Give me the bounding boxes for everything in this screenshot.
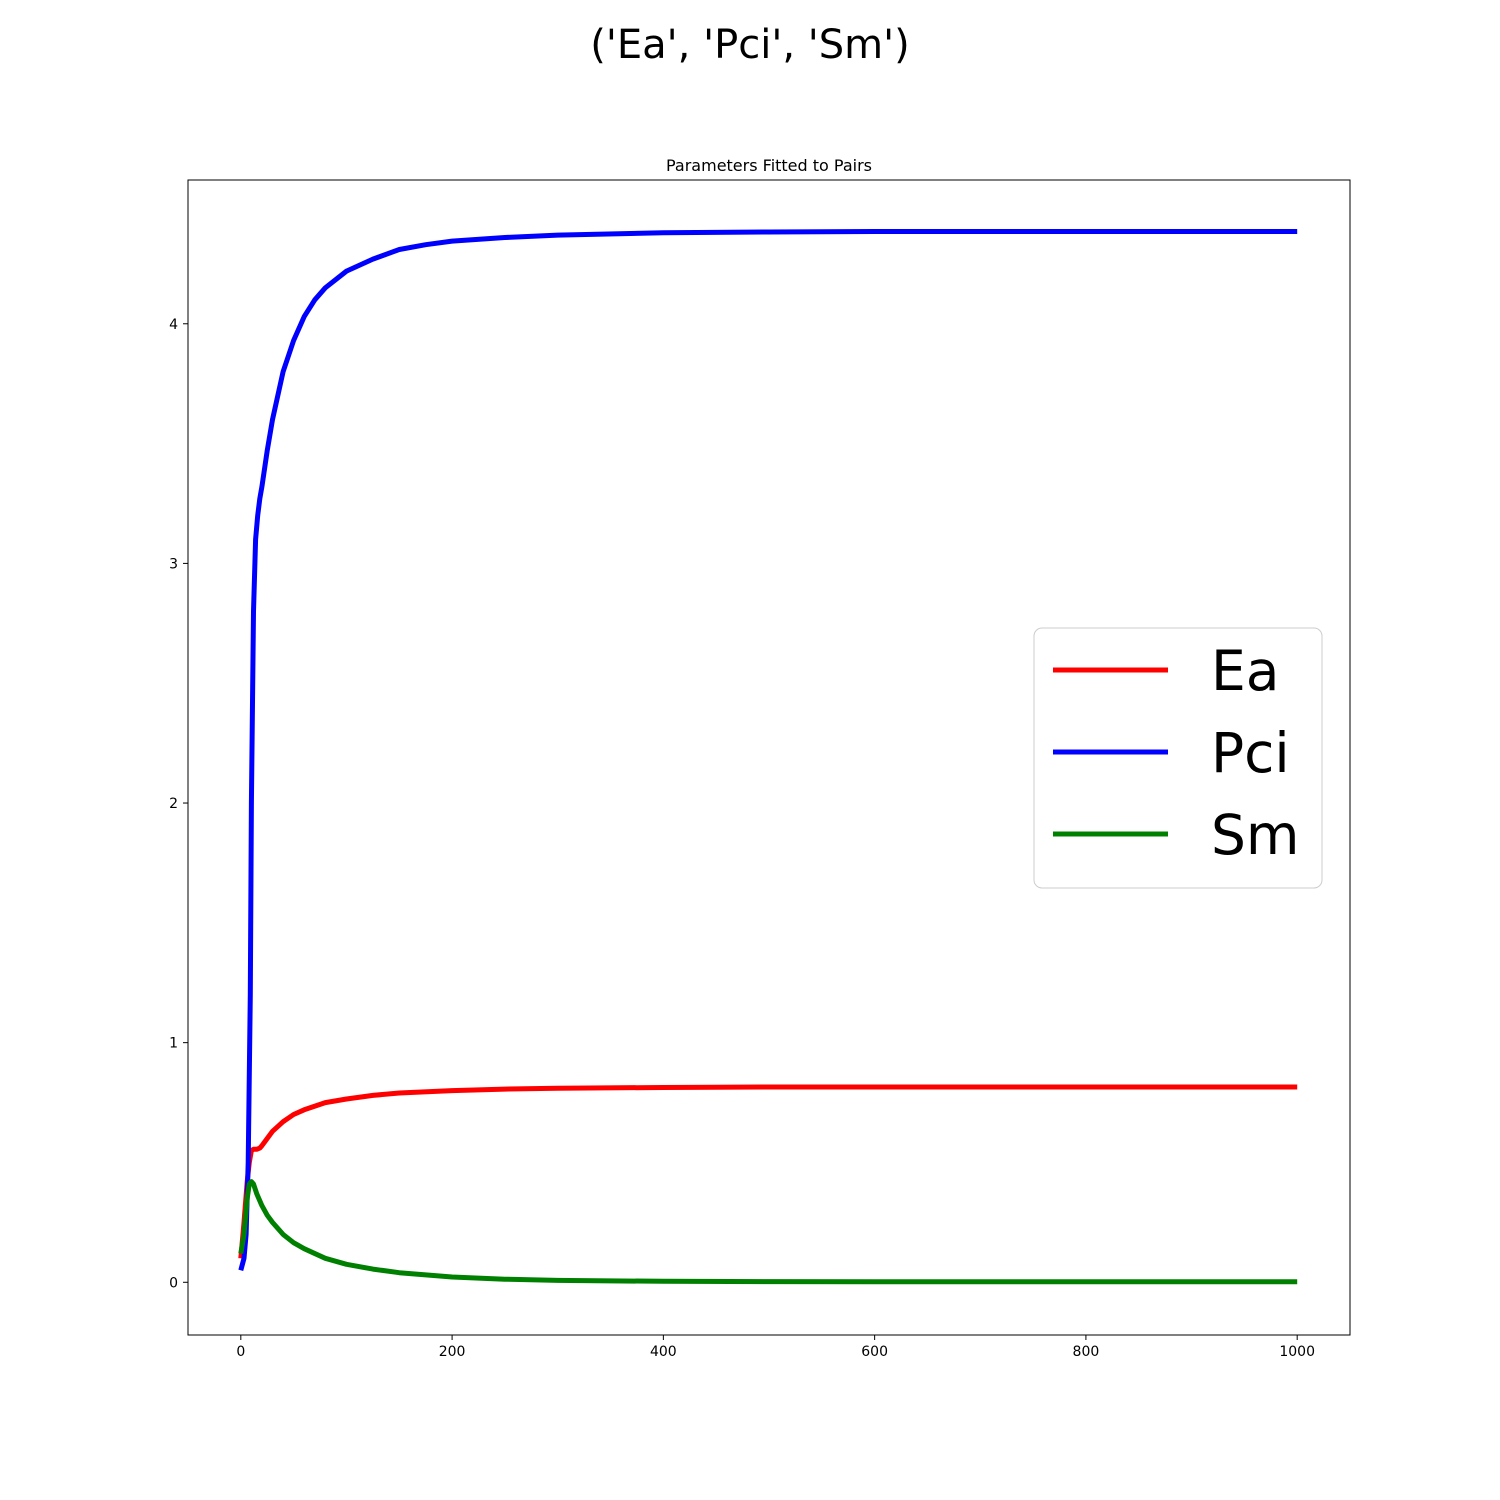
- y-tick-label: 1: [169, 1036, 178, 1052]
- figure-suptitle: ('Ea', 'Pci', 'Sm'): [590, 22, 910, 68]
- legend-label-pci: Pci: [1211, 721, 1290, 785]
- y-tick-label: 3: [169, 556, 178, 572]
- axes-title: Parameters Fitted to Pairs: [666, 156, 872, 175]
- x-tick-label: 400: [650, 1344, 677, 1360]
- legend: Ea Pci Sm: [1033, 627, 1323, 889]
- y-tick-label: 2: [169, 796, 178, 812]
- series-layer: [238, 229, 1298, 1285]
- plot-area: [187, 179, 1351, 1336]
- legend-label-sm: Sm: [1211, 803, 1300, 867]
- series-line-ea: [238, 1084, 1298, 1259]
- plot-frame: [187, 179, 1351, 1336]
- x-tick-label: 600: [861, 1344, 888, 1360]
- legend-label-ea: Ea: [1211, 639, 1279, 703]
- y-axis: 0 1 2 3 4: [169, 317, 188, 1291]
- x-tick-label: 200: [439, 1344, 466, 1360]
- series-line-pci: [238, 229, 1298, 1271]
- x-axis: 0 200 400 600 800 1000: [236, 1335, 1315, 1360]
- series-line-sm: [238, 1179, 1298, 1285]
- y-tick-label: 0: [169, 1275, 178, 1291]
- x-tick-label: 800: [1073, 1344, 1100, 1360]
- legend-frame: [1033, 627, 1323, 889]
- x-tick-label: 0: [236, 1344, 245, 1360]
- y-tick-label: 4: [169, 317, 178, 333]
- x-tick-label: 1000: [1279, 1344, 1315, 1360]
